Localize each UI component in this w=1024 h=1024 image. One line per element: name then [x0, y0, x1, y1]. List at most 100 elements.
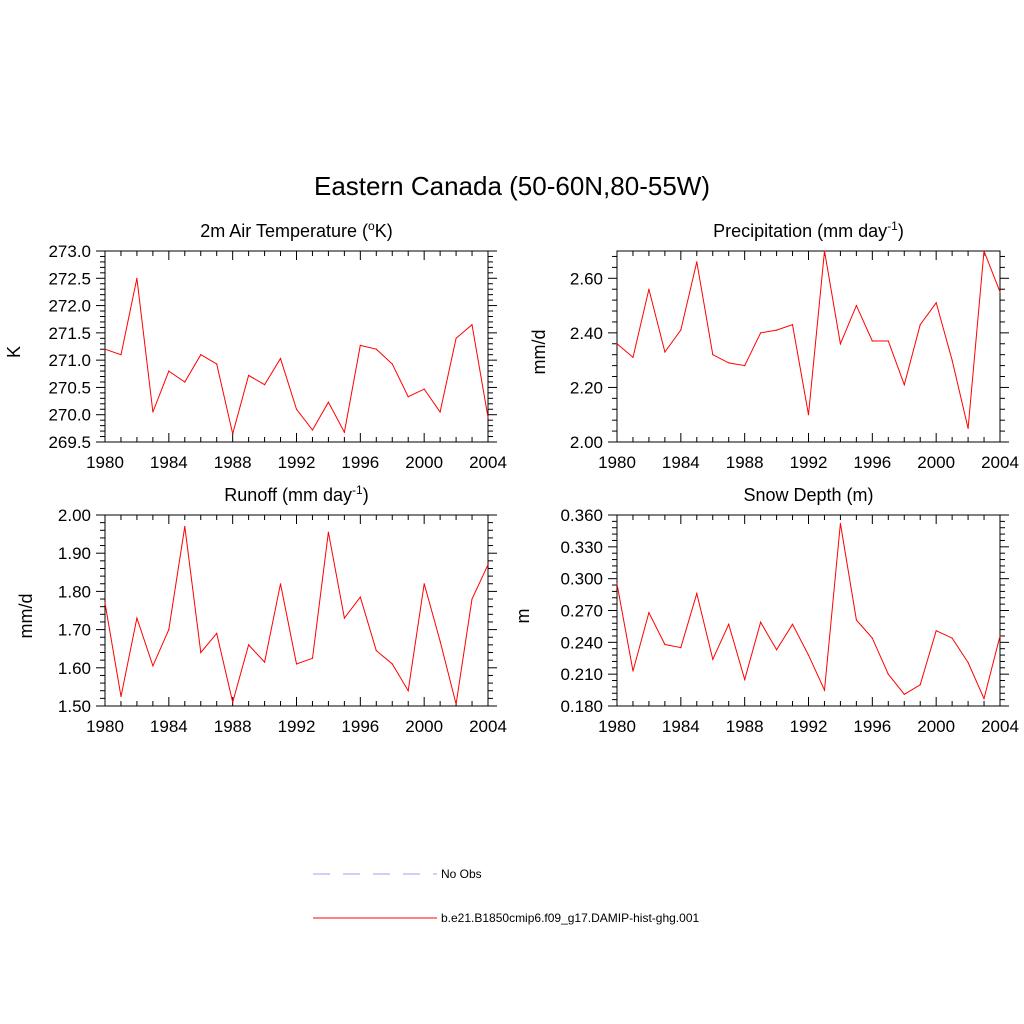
data-point-temperature	[232, 433, 234, 435]
data-point-runoff	[184, 525, 186, 528]
x-tick-label-runoff: 1992	[278, 717, 316, 736]
data-point-runoff	[439, 640, 441, 642]
panel-snow-depth: 1980 1984 1988 1992 1996 2000 2004 0.180 0.210 0.…	[513, 485, 1019, 736]
x-tick-label-snow-depth: 2000	[917, 717, 955, 736]
x-tick-label-runoff: 1996	[341, 717, 379, 736]
data-point-temperature	[200, 354, 202, 356]
data-point-temperature	[152, 411, 154, 413]
y-tick-label-temperature: 272.0	[48, 297, 91, 316]
x-tick-label-snow-depth: 2004	[981, 717, 1019, 736]
x-tick-label-temperature: 1992	[278, 453, 316, 472]
panel-title-temperature: 2m Air Temperature (oK)	[200, 219, 392, 241]
y-tick-label-temperature: 273.0	[48, 242, 91, 261]
data-point-runoff	[152, 665, 154, 667]
x-tick-label-precipitation: 2004	[981, 453, 1019, 472]
data-point-precipitation	[712, 354, 714, 356]
data-point-precipitation	[648, 288, 650, 290]
data-point-temperature	[391, 363, 393, 365]
data-point-precipitation	[632, 356, 634, 358]
x-tick-label-temperature: 1980	[86, 453, 124, 472]
y-tick-label-precipitation: 2.60	[570, 269, 603, 288]
data-point-precipitation	[871, 340, 873, 342]
data-point-runoff	[455, 703, 457, 705]
panel-title-post: )	[363, 485, 369, 505]
data-point-snow-depth	[616, 583, 618, 585]
data-point-temperature	[407, 396, 409, 398]
panel-title-sup: o	[368, 219, 375, 233]
y-tick-label-temperature: 270.0	[48, 406, 91, 425]
x-tick-label-snow-depth: 1980	[598, 717, 636, 736]
data-point-runoff	[359, 596, 361, 598]
panel-title-sup: -1	[352, 483, 363, 497]
data-point-runoff	[375, 650, 377, 652]
data-point-snow-depth	[967, 661, 969, 664]
data-point-precipitation	[983, 250, 985, 252]
y-axis-label-precipitation: mm/d	[529, 330, 549, 375]
x-tick-label-snow-depth: 1988	[726, 717, 764, 736]
y-tick-label-temperature: 272.5	[48, 269, 91, 288]
data-point-runoff	[279, 583, 282, 585]
x-tick-label-precipitation: 1984	[662, 453, 700, 472]
data-point-temperature	[359, 344, 361, 346]
panel-title-main: Snow Depth (m)	[743, 485, 873, 505]
y-tick-label-snow-depth: 0.330	[560, 538, 603, 557]
y-tick-label-runoff: 1.80	[58, 582, 91, 601]
data-point-precipitation	[728, 362, 730, 364]
data-point-precipitation	[760, 332, 762, 334]
x-tick-label-runoff: 2004	[469, 717, 507, 736]
y-tick-label-snow-depth: 0.180	[560, 697, 603, 716]
panel-title-post: K)	[375, 221, 393, 241]
legend-label-model: b.e21.B1850cmip6.f09_g17.DAMIP-hist-ghg.…	[441, 911, 699, 925]
data-point-snow-depth	[951, 637, 953, 639]
y-tick-label-temperature: 271.0	[48, 351, 91, 370]
data-point-precipitation	[744, 365, 746, 367]
series-line-temperature	[104, 278, 489, 434]
data-point-temperature	[423, 388, 425, 390]
data-point-temperature	[455, 337, 457, 339]
y-axis-label-snow-depth: m	[513, 609, 533, 624]
data-point-temperature	[311, 429, 314, 431]
x-tick-label-temperature: 1996	[341, 453, 379, 472]
panel-precipitation: 1980 1984 1988 1992 1996 2000 2004 2.00 2.20 2.40…	[529, 219, 1019, 472]
data-point-runoff	[295, 663, 298, 665]
x-tick-label-runoff: 1988	[214, 717, 252, 736]
data-point-snow-depth	[696, 592, 698, 595]
x-tick-label-temperature: 2004	[469, 453, 507, 472]
x-tick-label-precipitation: 1980	[598, 453, 636, 472]
x-tick-label-temperature: 1988	[214, 453, 252, 472]
data-point-temperature	[295, 408, 298, 410]
figure-title: Eastern Canada (50-60N,80-55W)	[314, 171, 710, 201]
data-point-precipitation	[999, 291, 1001, 293]
data-point-precipitation	[664, 351, 666, 353]
data-point-runoff	[104, 602, 106, 604]
x-tick-label-precipitation: 1996	[853, 453, 891, 472]
plot-frame-runoff	[104, 514, 489, 707]
x-tick-label-precipitation: 1988	[726, 453, 764, 472]
x-tick-label-precipitation: 2000	[917, 453, 955, 472]
series-line-runoff	[104, 526, 489, 705]
data-point-precipitation	[839, 343, 842, 345]
data-point-runoff	[168, 629, 170, 631]
data-point-snow-depth	[632, 670, 634, 672]
data-point-temperature	[104, 348, 106, 350]
data-point-runoff	[391, 663, 393, 665]
data-point-precipitation	[887, 340, 889, 342]
data-point-temperature	[120, 354, 122, 356]
data-point-runoff	[200, 651, 202, 654]
panel-temperature: 1980 1984 1988 1992 1996 2000 2004 269.5 270.0 27…	[4, 219, 507, 472]
data-point-temperature	[264, 384, 266, 386]
y-axis-label-temperature: K	[4, 346, 24, 358]
data-point-temperature	[279, 357, 282, 360]
data-point-runoff	[423, 583, 425, 585]
data-point-snow-depth	[919, 684, 921, 686]
data-point-runoff	[248, 644, 250, 646]
y-tick-label-snow-depth: 0.300	[560, 570, 603, 589]
data-point-precipitation	[823, 250, 826, 252]
x-tick-label-snow-depth: 1984	[662, 717, 700, 736]
y-tick-label-runoff: 1.70	[58, 621, 91, 640]
data-point-snow-depth	[855, 619, 858, 621]
data-point-runoff	[407, 690, 409, 692]
data-point-snow-depth	[712, 658, 714, 660]
data-point-precipitation	[807, 414, 810, 416]
data-point-snow-depth	[728, 623, 730, 625]
